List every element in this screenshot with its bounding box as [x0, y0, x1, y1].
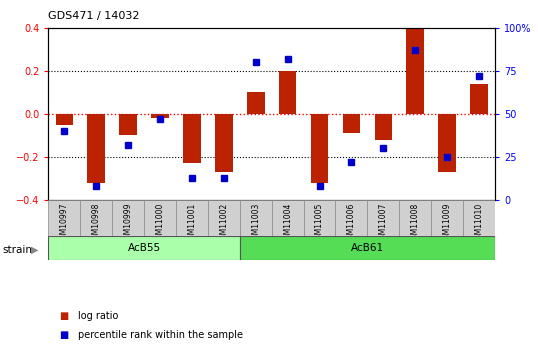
- Text: GSM11001: GSM11001: [187, 203, 196, 244]
- Text: GSM11003: GSM11003: [251, 203, 260, 244]
- Bar: [240, 236, 495, 260]
- Bar: [208, 200, 240, 236]
- Bar: [279, 71, 296, 114]
- Bar: [183, 114, 201, 164]
- Text: GSM11000: GSM11000: [155, 203, 165, 244]
- Bar: [144, 200, 176, 236]
- Text: GSM11007: GSM11007: [379, 203, 388, 244]
- Text: ■: ■: [59, 330, 68, 339]
- Bar: [119, 114, 137, 136]
- Text: ▶: ▶: [31, 245, 39, 255]
- Text: percentile rank within the sample: percentile rank within the sample: [78, 330, 243, 339]
- Bar: [215, 114, 232, 172]
- Bar: [80, 200, 112, 236]
- Text: GSM11004: GSM11004: [283, 203, 292, 244]
- Text: GSM10998: GSM10998: [92, 203, 101, 244]
- Bar: [374, 114, 392, 140]
- Bar: [367, 200, 399, 236]
- Bar: [311, 114, 328, 183]
- Text: GSM11009: GSM11009: [443, 203, 451, 244]
- Bar: [399, 200, 431, 236]
- Bar: [151, 114, 169, 118]
- Bar: [272, 200, 303, 236]
- Bar: [176, 200, 208, 236]
- Bar: [88, 114, 105, 183]
- Text: GSM11005: GSM11005: [315, 203, 324, 244]
- Text: AcB55: AcB55: [128, 243, 161, 253]
- Text: GSM11008: GSM11008: [410, 203, 420, 244]
- Bar: [463, 200, 495, 236]
- Text: ■: ■: [59, 311, 68, 321]
- Text: strain: strain: [3, 245, 33, 255]
- Bar: [48, 200, 80, 236]
- Text: GSM10997: GSM10997: [60, 203, 69, 245]
- Bar: [406, 28, 424, 114]
- Text: GSM10999: GSM10999: [124, 203, 133, 245]
- Text: GDS471 / 14032: GDS471 / 14032: [48, 11, 140, 21]
- Text: GSM11002: GSM11002: [220, 203, 228, 244]
- Bar: [438, 114, 456, 172]
- Bar: [240, 200, 272, 236]
- Bar: [470, 84, 488, 114]
- Bar: [431, 200, 463, 236]
- Bar: [343, 114, 360, 133]
- Bar: [48, 236, 240, 260]
- Bar: [112, 200, 144, 236]
- Text: GSM11006: GSM11006: [347, 203, 356, 244]
- Bar: [55, 114, 73, 125]
- Bar: [336, 200, 367, 236]
- Bar: [247, 92, 265, 114]
- Text: GSM11010: GSM11010: [475, 203, 484, 244]
- Text: AcB61: AcB61: [351, 243, 384, 253]
- Bar: [303, 200, 336, 236]
- Text: log ratio: log ratio: [78, 311, 118, 321]
